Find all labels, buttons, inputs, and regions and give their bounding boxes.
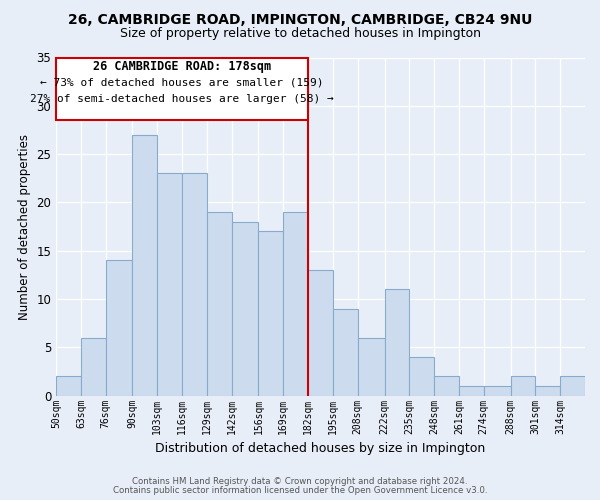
Text: Contains HM Land Registry data © Crown copyright and database right 2024.: Contains HM Land Registry data © Crown c… xyxy=(132,477,468,486)
Bar xyxy=(207,212,232,396)
Text: ← 73% of detached houses are smaller (159): ← 73% of detached houses are smaller (15… xyxy=(40,78,324,88)
Bar xyxy=(434,376,459,396)
Bar xyxy=(409,357,434,396)
Bar xyxy=(106,260,133,396)
Bar xyxy=(484,386,511,396)
Text: Size of property relative to detached houses in Impington: Size of property relative to detached ho… xyxy=(119,28,481,40)
Bar xyxy=(232,222,259,396)
Text: 26, CAMBRIDGE ROAD, IMPINGTON, CAMBRIDGE, CB24 9NU: 26, CAMBRIDGE ROAD, IMPINGTON, CAMBRIDGE… xyxy=(68,12,532,26)
Y-axis label: Number of detached properties: Number of detached properties xyxy=(18,134,31,320)
Bar xyxy=(459,386,484,396)
Bar xyxy=(81,338,106,396)
Bar xyxy=(385,290,409,396)
Bar xyxy=(133,135,157,396)
X-axis label: Distribution of detached houses by size in Impington: Distribution of detached houses by size … xyxy=(155,442,485,455)
Bar xyxy=(358,338,385,396)
Text: Contains public sector information licensed under the Open Government Licence v3: Contains public sector information licen… xyxy=(113,486,487,495)
Bar xyxy=(308,270,333,396)
FancyBboxPatch shape xyxy=(56,58,308,120)
Bar xyxy=(259,232,283,396)
Bar xyxy=(535,386,560,396)
Bar xyxy=(560,376,585,396)
Bar xyxy=(182,174,207,396)
Bar xyxy=(157,174,182,396)
Text: 27% of semi-detached houses are larger (58) →: 27% of semi-detached houses are larger (… xyxy=(30,94,334,104)
Bar xyxy=(283,212,308,396)
Bar xyxy=(56,376,81,396)
Bar xyxy=(333,308,358,396)
Bar xyxy=(511,376,535,396)
Text: 26 CAMBRIDGE ROAD: 178sqm: 26 CAMBRIDGE ROAD: 178sqm xyxy=(93,60,271,74)
